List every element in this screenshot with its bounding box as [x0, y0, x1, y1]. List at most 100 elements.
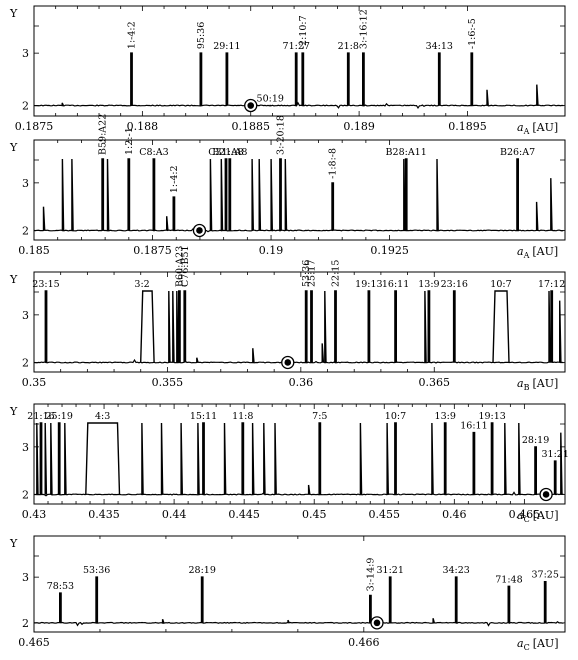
minor-spike	[168, 290, 171, 363]
resonance-label: 31:21	[377, 565, 404, 576]
resonance-label: -1:6:-5	[467, 18, 478, 49]
baseline-trace	[34, 491, 564, 497]
y-tick-label: 3	[22, 309, 29, 322]
baseline-trace	[33, 101, 564, 109]
resonance-label: 16:11	[460, 421, 487, 432]
baseline-trace	[34, 621, 564, 627]
resonance-spike	[346, 52, 350, 106]
minor-spike	[71, 158, 74, 231]
minor-spike	[161, 618, 165, 624]
x-tick-label: 0.465	[509, 508, 541, 521]
baseline-trace	[33, 358, 564, 364]
resonance-label: 37:25	[532, 570, 559, 581]
minor-spike	[359, 422, 363, 495]
resonance-plateau	[140, 290, 155, 363]
minor-spike	[403, 158, 406, 231]
resonance-spike	[241, 422, 245, 495]
x-axis-label: aC [AU]	[517, 509, 559, 524]
resonance-label: 1:-4:2	[127, 21, 138, 49]
minor-spike	[548, 290, 551, 363]
x-tick-label: 0.445	[228, 508, 260, 521]
resonance-spike	[57, 422, 61, 495]
minor-spike	[431, 422, 434, 495]
resonance-spike	[543, 581, 547, 623]
x-tick-label: 0.1875	[133, 244, 172, 257]
x-axis-label-main: a	[517, 377, 524, 390]
baseline-trace	[33, 228, 564, 233]
minor-spike	[436, 158, 439, 231]
minor-spike	[324, 290, 327, 363]
x-axis-label-main: a	[517, 637, 524, 650]
minor-spike	[61, 158, 65, 231]
minor-spike	[432, 618, 435, 624]
resonance-spike	[95, 576, 99, 623]
x-axis-label-sub: B	[524, 383, 530, 392]
minor-spike	[209, 158, 213, 231]
x-tick-label: 0.188	[127, 120, 159, 133]
resonance-label: 7:5	[312, 411, 327, 422]
resonance-spike	[178, 290, 181, 363]
position-marker-dot	[284, 359, 292, 366]
minor-spike	[307, 484, 311, 495]
resonance-label: 53:36	[83, 565, 110, 576]
x-tick-label: 0.355	[152, 376, 184, 389]
minor-spike	[36, 422, 39, 495]
resonance-label: -2:10:7	[298, 15, 309, 49]
resonance-label: 19:13	[478, 411, 505, 422]
minor-spike	[559, 300, 562, 363]
resonance-spike	[199, 52, 203, 106]
resonance-spike	[310, 290, 313, 363]
resonance-label: 71:48	[495, 574, 522, 585]
x-axis-label: aA [AU]	[517, 121, 558, 136]
resonance-spike	[490, 422, 494, 495]
minor-spike	[504, 422, 507, 495]
minor-spike	[284, 158, 288, 231]
minor-spike	[386, 422, 389, 495]
resonance-label: 10:7	[490, 279, 511, 290]
minor-spike	[180, 422, 183, 495]
x-tick-label: 0.1925	[370, 244, 409, 257]
x-tick-label: 0.45	[302, 508, 327, 521]
resonance-label: 21:16	[27, 411, 54, 422]
resonance-label: 28:19	[522, 435, 549, 446]
minor-spike	[50, 422, 53, 495]
resonance-spike	[130, 52, 133, 106]
resonance-spike	[200, 576, 204, 623]
position-marker-dot	[247, 102, 255, 109]
minor-spike	[64, 422, 67, 495]
minor-spike	[270, 158, 273, 231]
resonance-label: B59:A22	[98, 114, 109, 155]
resonance-spike	[172, 196, 176, 231]
position-marker-dot	[196, 227, 203, 234]
resonance-spike	[550, 290, 554, 363]
y-tick-label: 2	[22, 100, 29, 113]
x-tick-label: 0.1885	[231, 120, 270, 133]
resonance-label: 3:2	[134, 279, 149, 290]
resonance-spike	[362, 52, 365, 106]
minor-spike	[220, 158, 224, 231]
x-axis-label: aB [AU]	[517, 377, 558, 392]
position-marker-dot	[542, 491, 550, 498]
resonance-spike	[443, 422, 447, 495]
resonance-label: 15:11	[190, 411, 217, 422]
minor-spike	[274, 422, 277, 495]
chart-panel-1: 2 3 Υ 0.1875 0.188 0.1885 0.189 0.1895 aA [AU] 1:-…	[9, 5, 566, 136]
x-axis-label-unit: [AU]	[533, 637, 559, 650]
x-axis-label-sub: C	[524, 643, 530, 652]
resonance-label: -1:8:-8	[328, 148, 339, 179]
y-tick-label: 3	[22, 177, 29, 190]
resonance-plateau	[85, 422, 121, 495]
resonance-spike	[279, 158, 282, 231]
x-tick-label: 0.1895	[448, 120, 487, 133]
plot-frame	[33, 271, 566, 373]
y-tick-label: 3	[22, 47, 29, 60]
resonance-spike	[127, 158, 131, 231]
x-tick-label: 0.35	[22, 376, 47, 389]
resonance-label: B26:A7	[500, 147, 535, 158]
x-axis-label-unit: [AU]	[532, 245, 558, 258]
resonance-spike	[304, 290, 308, 363]
x-tick-label: 0.365	[419, 376, 451, 389]
minor-spike	[486, 89, 489, 106]
resonance-spike	[452, 290, 456, 363]
